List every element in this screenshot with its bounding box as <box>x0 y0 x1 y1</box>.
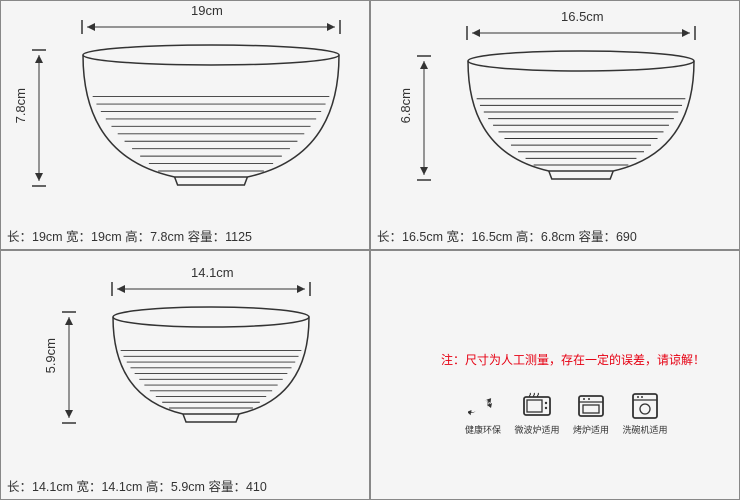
icon-caption: 烤炉适用 <box>573 423 609 436</box>
recycle-feature: 健康环保 <box>461 391 505 436</box>
height-label: 7.8cm <box>13 88 28 123</box>
icon-caption: 洗碗机适用 <box>623 423 668 436</box>
microwave-icon <box>522 391 552 421</box>
bowl-cell-1: 16.5cm 6.8cm 长：16.5cm 宽：16.5cm 高：6.8cm 容量：… <box>370 0 740 250</box>
width-label: 19cm <box>191 3 223 18</box>
height-label: 5.9cm <box>43 338 58 373</box>
bowl-cell-0: 19cm 7.8cm 长：19cm 宽：19cm 高：7.8cm 容量：1125 <box>0 0 370 250</box>
width-dimension <box>81 19 341 35</box>
bowl-drawing <box>111 305 311 430</box>
height-dimension <box>416 55 432 181</box>
width-dimension <box>466 25 696 41</box>
microwave-feature: 微波炉适用 <box>515 391 559 436</box>
oven-feature: 烤炉适用 <box>569 391 613 436</box>
dishwasher-icon <box>630 391 660 421</box>
width-label: 16.5cm <box>561 9 604 24</box>
height-label: 6.8cm <box>398 88 413 123</box>
bowl-cell-2: 14.1cm 5.9cm 长：14.1cm 宽：14.1cm 高：5.9cm 容量：… <box>0 250 370 500</box>
width-label: 14.1cm <box>191 265 234 280</box>
width-dimension <box>111 281 311 297</box>
spec-text: 长：14.1cm 宽：14.1cm 高：5.9cm 容量：410 <box>7 476 267 495</box>
icon-caption: 微波炉适用 <box>515 423 560 436</box>
spec-text: 长：19cm 宽：19cm 高：7.8cm 容量：1125 <box>7 226 252 245</box>
height-dimension <box>61 311 77 424</box>
info-cell: 注：尺寸为人工测量，存在一定的误差，请谅解！ 健康环保 微波炉适用烤炉适用 洗碗机适用 <box>370 250 740 500</box>
feature-icons: 健康环保 微波炉适用烤炉适用 洗碗机适用 <box>461 391 667 436</box>
bowl-drawing <box>81 43 341 193</box>
spec-text: 长：16.5cm 宽：16.5cm 高：6.8cm 容量：690 <box>377 226 637 245</box>
oven-icon <box>576 391 606 421</box>
recycle-icon <box>468 391 498 421</box>
bowl-drawing <box>466 49 696 187</box>
measurement-note: 注：尺寸为人工测量，存在一定的误差，请谅解！ <box>441 351 705 368</box>
icon-caption: 健康环保 <box>465 423 501 436</box>
dishwasher-feature: 洗碗机适用 <box>623 391 667 436</box>
height-dimension <box>31 49 47 187</box>
